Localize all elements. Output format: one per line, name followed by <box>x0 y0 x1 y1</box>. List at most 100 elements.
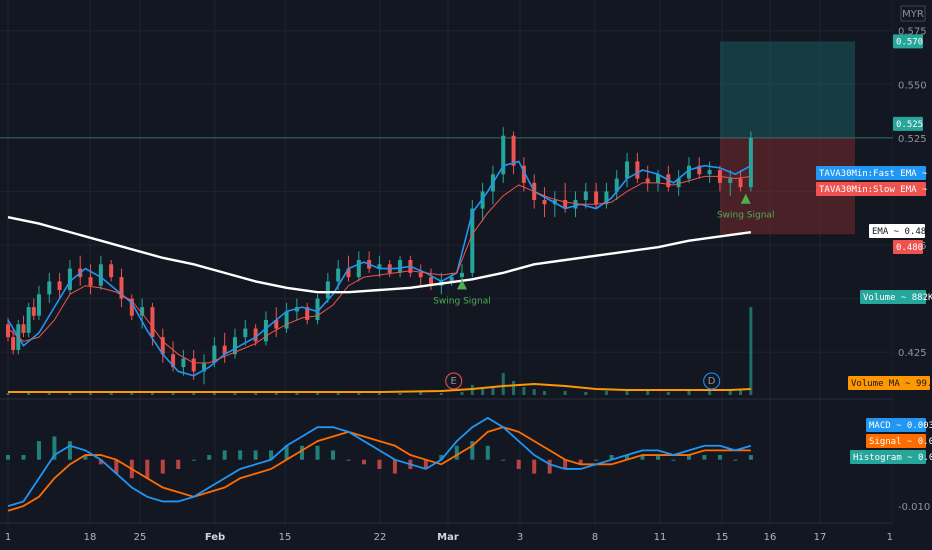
candle-body <box>594 191 599 205</box>
emaline <box>7 215 752 294</box>
volume-bar <box>522 387 526 395</box>
candle-body <box>398 260 403 273</box>
histogram-bar <box>563 459 568 469</box>
volume-bar <box>666 392 670 395</box>
date-label: 25 <box>134 532 147 543</box>
candle-body <box>31 307 36 316</box>
histogram-bar <box>300 445 305 460</box>
volume-bar <box>212 393 216 395</box>
swing-signal-label: Swing Signal <box>717 211 775 221</box>
candle-body <box>315 298 320 320</box>
entry-price-tag-bg <box>893 116 923 131</box>
date-label: 18 <box>84 532 97 543</box>
histogram-bar <box>83 455 88 460</box>
histogram-bar <box>160 459 165 474</box>
candle-body <box>449 277 454 282</box>
tava-min-slow-emaline <box>7 175 751 364</box>
volume-bar <box>171 393 175 395</box>
histogram-bar <box>114 459 119 474</box>
candle-body <box>98 264 103 286</box>
volume-bar <box>532 389 536 395</box>
annotations: Swing Signal Swing Signal E D <box>433 193 775 390</box>
candle-body <box>6 324 10 338</box>
histogram-bar <box>640 455 645 460</box>
histogram-bar <box>532 459 537 474</box>
macd-tag-bg <box>866 418 926 432</box>
price-tick-label: 0.425 <box>898 348 927 359</box>
ema-tag-bg <box>869 224 925 238</box>
volume-bar <box>150 393 154 395</box>
volume-bar <box>274 393 278 395</box>
tava-min-fast-emaline <box>7 160 752 377</box>
volume-ma-tag-bg <box>848 376 930 390</box>
candle-body <box>501 135 506 175</box>
date-label: 22 <box>374 532 387 543</box>
candle-body <box>222 345 227 355</box>
histogram-bar <box>717 455 722 460</box>
candle-body <box>202 362 207 372</box>
histogram-bar <box>748 455 753 460</box>
candle-body <box>377 264 382 269</box>
candle-body <box>325 281 330 299</box>
price-axis[interactable]: MYR0.5750.5500.5250.5000.4750.4500.425-0… <box>893 0 932 550</box>
volume-tag-bg <box>860 290 926 304</box>
signal-tag: Signal ~ 0.002 <box>869 437 932 447</box>
histogram-bar <box>423 459 428 469</box>
histogram-bar <box>470 441 475 460</box>
candle-body <box>47 281 52 295</box>
dividend-marker-label: D <box>708 376 716 387</box>
earnings-marker[interactable] <box>445 372 463 390</box>
macd-line <box>7 416 752 507</box>
volume-bar <box>6 393 10 395</box>
volume-bar <box>481 389 485 395</box>
volume-bar <box>491 387 495 395</box>
candle-body <box>284 311 289 329</box>
target-zone[interactable] <box>720 41 855 138</box>
candle-body <box>728 178 733 183</box>
signal-tag-bg <box>866 434 926 448</box>
macd-tick-label: -0.010 <box>898 502 930 513</box>
volume-bar <box>604 391 608 395</box>
histogram-bar <box>145 459 150 479</box>
candle-body <box>656 174 661 183</box>
time-axis[interactable]: 1 18 25 Feb 15 22 Mar 3 8 11 15 16 17 1 <box>5 532 893 543</box>
swing-signal-label: Swing Signal <box>433 296 491 306</box>
candle-body <box>253 328 258 342</box>
histogram-bar <box>501 459 506 461</box>
date-label: 17 <box>814 532 827 543</box>
candle-body <box>232 337 237 355</box>
candle-body <box>738 178 743 188</box>
volume-bar <box>254 392 258 395</box>
dividend-marker[interactable] <box>703 372 721 390</box>
volume-bar <box>625 389 629 395</box>
slow-ema-tag: TAVA30Min:Slow EMA ~ 0.505 <box>819 185 932 195</box>
candle-body <box>191 358 196 372</box>
histogram-bar <box>207 455 212 460</box>
candle-body <box>305 307 310 320</box>
candle-body <box>645 178 650 183</box>
volume-bar <box>543 391 547 395</box>
histogram-bar <box>253 450 258 460</box>
candle-body <box>150 307 155 338</box>
entry-price-tag: 0.525 <box>896 120 923 130</box>
volume-bar <box>130 392 134 395</box>
histogram-bar <box>315 445 320 460</box>
candle-body <box>67 268 72 290</box>
candle-body <box>604 191 609 205</box>
histogram-bar <box>191 459 196 461</box>
volume-bar <box>749 307 753 395</box>
candle-body <box>181 358 186 368</box>
candle-body <box>697 165 702 175</box>
candle-body <box>21 324 26 333</box>
candle-body <box>26 307 31 333</box>
candle-body <box>542 200 547 205</box>
date-label: 1 <box>5 532 11 543</box>
candle-body <box>563 200 568 209</box>
candle-body <box>511 135 516 166</box>
volume-bar <box>687 391 691 395</box>
candle-body <box>470 208 475 273</box>
histogram-bar <box>392 459 397 474</box>
position-tool[interactable] <box>0 41 893 235</box>
